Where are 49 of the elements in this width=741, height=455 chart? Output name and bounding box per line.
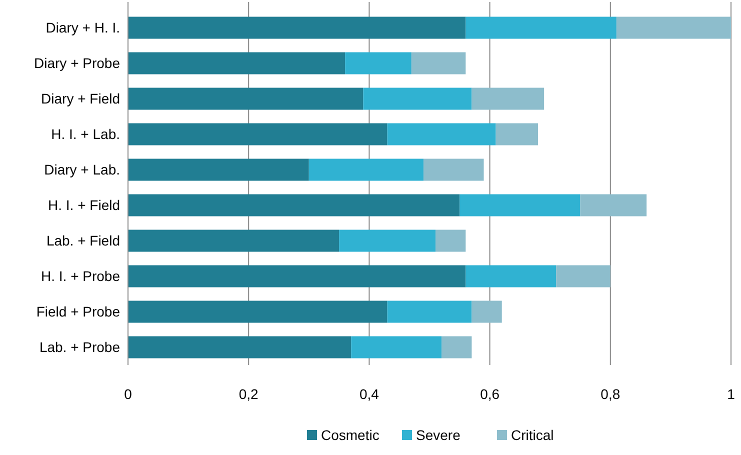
y-tick-label: Diary + Field bbox=[41, 90, 120, 107]
bar bbox=[128, 336, 352, 358]
bar bbox=[128, 123, 388, 146]
y-tick-label: H. I. + Field bbox=[48, 197, 120, 214]
y-tick-label: Diary + Probe bbox=[34, 55, 120, 72]
bar bbox=[442, 336, 472, 358]
y-tick-label: Lab. + Field bbox=[46, 232, 120, 249]
bar bbox=[472, 300, 502, 323]
y-tick-label: Diary + H. I. bbox=[46, 20, 120, 36]
x-tick-label: 0,6 bbox=[480, 386, 500, 402]
y-tick-label: Lab. + Probe bbox=[39, 339, 120, 356]
x-tick-label: 0,4 bbox=[359, 386, 380, 402]
bar bbox=[363, 88, 472, 110]
bar bbox=[423, 158, 484, 181]
y-tick-label: Field + Probe bbox=[36, 304, 120, 320]
bar bbox=[128, 16, 466, 39]
bar bbox=[128, 265, 466, 288]
bar bbox=[128, 300, 388, 323]
bar bbox=[556, 265, 610, 288]
bar bbox=[460, 194, 580, 216]
bar bbox=[128, 88, 364, 110]
x-tick-label: 0,2 bbox=[238, 386, 259, 402]
bar bbox=[436, 230, 466, 252]
bar bbox=[345, 52, 412, 74]
bar bbox=[496, 123, 538, 146]
bar bbox=[580, 194, 647, 216]
bar bbox=[411, 52, 466, 74]
bar bbox=[351, 336, 442, 358]
y-tick-label: H. I. + Lab. bbox=[51, 126, 120, 142]
bar bbox=[128, 194, 460, 216]
legend-label: Critical bbox=[511, 426, 554, 443]
bar bbox=[466, 265, 556, 288]
bar bbox=[128, 158, 309, 181]
bar bbox=[472, 88, 544, 110]
bar bbox=[616, 16, 731, 39]
y-tick-label: H. I. + Probe bbox=[41, 268, 120, 284]
bar bbox=[128, 52, 346, 74]
legend-label: Cosmetic bbox=[321, 426, 380, 443]
y-tick-label: Diary + Lab. bbox=[44, 162, 120, 178]
bar bbox=[308, 158, 424, 181]
bar bbox=[387, 300, 472, 323]
x-tick-label: 1 bbox=[727, 386, 736, 402]
x-tick-label: 0 bbox=[124, 386, 132, 402]
legend-label: Severe bbox=[416, 426, 461, 443]
bar bbox=[128, 230, 340, 252]
x-tick-label: 0,8 bbox=[600, 386, 620, 402]
bar bbox=[387, 123, 496, 146]
bar bbox=[466, 16, 616, 39]
bar bbox=[339, 230, 436, 252]
